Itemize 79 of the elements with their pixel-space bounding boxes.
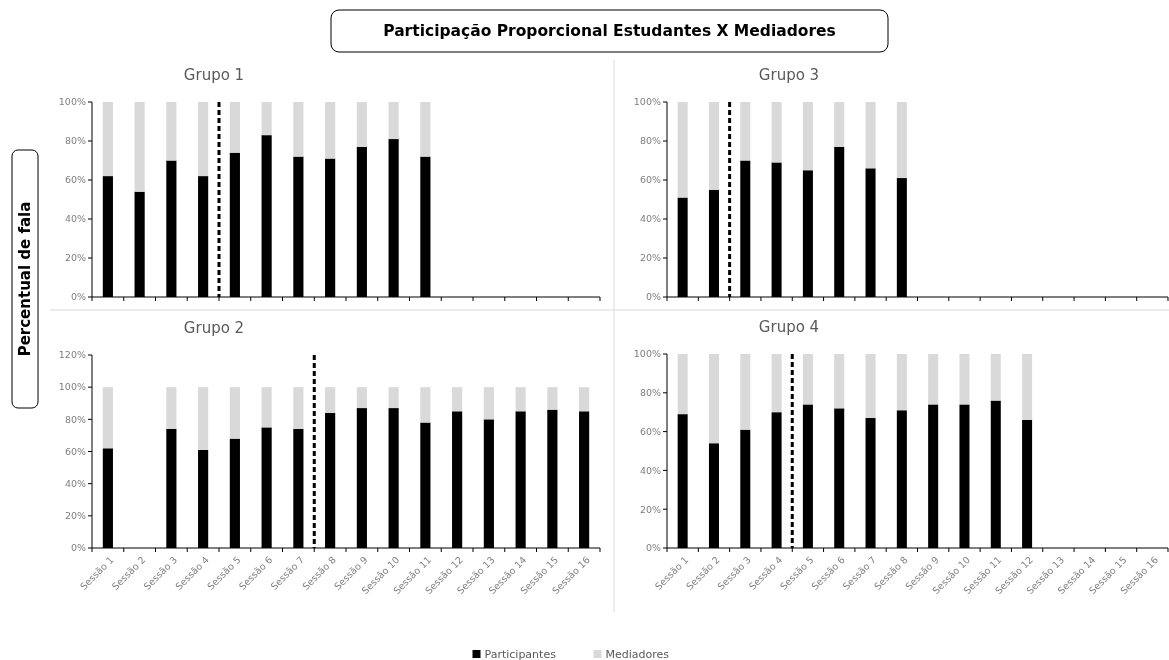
bar [990,354,1001,401]
bar [166,102,177,161]
bar [293,387,304,429]
bar [740,102,751,161]
y-tick-label: 60% [64,174,86,186]
text: Participação Proporcional Estudantes X Mediadores [383,22,836,41]
bar [420,387,431,423]
bar [356,102,367,147]
bar [802,354,813,405]
y-tick-label: 20% [639,252,661,264]
bar [198,102,209,177]
legend-label: Participantes [484,647,557,660]
bar [547,387,558,410]
bar [356,387,367,409]
bar [229,102,240,153]
bar [677,354,688,415]
bar [771,354,782,413]
chart-title: Grupo 4 [758,318,820,336]
bar [198,387,209,450]
bar [388,102,399,140]
bar [677,102,688,198]
y-tick-label: 0% [645,542,661,554]
chart-title: Grupo 2 [183,319,245,337]
bar [708,354,719,444]
bar [261,102,272,136]
y-tick-label: 100% [633,96,661,108]
bar [388,387,399,409]
y-tick-label: 100% [58,96,86,108]
y-tick-label: 80% [64,413,86,425]
y-tick-label: 100% [58,381,86,393]
y-tick-label: 100% [633,348,661,360]
y-tick-label: 80% [64,135,86,147]
bar [865,354,876,419]
chart-title: Grupo 1 [183,66,245,84]
bar [834,354,845,409]
bar [102,102,113,177]
y-tick-label: 80% [639,135,661,147]
bar [771,102,782,163]
bar [740,354,751,430]
bar [166,387,177,429]
y-tick-label: 60% [64,445,86,457]
bar [483,387,494,420]
y-tick-label: 60% [639,174,661,186]
bar [325,387,336,413]
bar [229,387,240,439]
bar [102,387,113,449]
y-tick-label: 40% [64,477,86,489]
bar [708,102,719,190]
y-axis-title: Percentual de fala [16,201,35,357]
bar [928,354,939,405]
bar [896,354,907,411]
y-tick-label: 20% [639,503,661,515]
bar [579,387,590,412]
bar [959,354,970,405]
bar [896,102,907,179]
bar [293,102,304,157]
y-tick-label: 60% [639,425,661,437]
chart-title: Grupo 3 [758,66,820,84]
bar [834,102,845,147]
y-tick-label: 20% [64,510,86,522]
y-tick-label: 20% [64,252,86,264]
y-tick-label: 40% [639,213,661,225]
y-tick-label: 40% [64,213,86,225]
bar [325,102,336,159]
bar [420,102,431,157]
y-tick-label: 0% [70,542,86,554]
y-tick-label: 120% [58,349,86,361]
bar [802,102,813,171]
y-tick-label: 80% [639,387,661,399]
bar [1022,354,1033,420]
bar [452,387,463,412]
bar [865,102,876,169]
bar [134,102,145,192]
y-tick-label: 40% [639,464,661,476]
legend-label: Mediadores [605,647,670,660]
bar [515,387,526,412]
y-tick-label: 0% [645,291,661,303]
y-tick-label: 0% [70,291,86,303]
bar [261,387,272,428]
